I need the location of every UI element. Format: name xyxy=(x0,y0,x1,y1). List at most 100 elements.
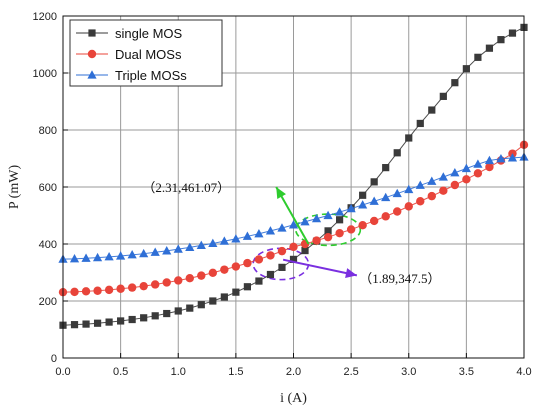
series-point xyxy=(162,278,171,287)
series-point xyxy=(243,258,252,268)
series-point xyxy=(369,196,379,205)
series-point xyxy=(508,29,517,37)
legend-marker xyxy=(87,49,97,59)
axis-ticks: 0.0 0.5 1.0 1.5 2.0 2.5 3.0 3.5 4.0 0 200 400 600 800… xyxy=(33,11,532,378)
series-point xyxy=(289,242,298,252)
series-point xyxy=(473,159,483,168)
series-point xyxy=(196,240,206,250)
series-point xyxy=(197,301,205,309)
plot-series xyxy=(58,23,529,329)
x-axis-title: i (A) xyxy=(280,391,307,406)
series-point xyxy=(93,319,102,327)
series-point xyxy=(197,271,206,280)
series-point xyxy=(127,250,137,259)
series-point xyxy=(323,232,333,242)
series-point xyxy=(127,283,137,292)
series-point xyxy=(81,253,91,262)
series-point xyxy=(105,318,113,326)
series-point xyxy=(220,265,229,274)
x-tick-label: 1.5 xyxy=(228,366,243,378)
series-point xyxy=(163,309,171,318)
series-point xyxy=(438,172,448,181)
series-point xyxy=(301,246,309,255)
grid xyxy=(62,15,525,359)
series-point xyxy=(416,119,424,128)
series-point xyxy=(497,36,505,44)
series-point xyxy=(450,167,460,177)
series-point xyxy=(265,226,276,235)
series-point xyxy=(346,225,356,234)
series-point xyxy=(405,134,413,142)
series-0 xyxy=(59,23,528,329)
series-point xyxy=(150,247,160,256)
series-point xyxy=(173,244,183,253)
series-point xyxy=(428,106,436,114)
series-point xyxy=(359,191,367,199)
series-point xyxy=(243,283,251,291)
series-point xyxy=(369,216,379,226)
series-point xyxy=(278,263,286,271)
series-point xyxy=(116,284,125,293)
series-point xyxy=(185,242,195,252)
series-point xyxy=(358,200,368,209)
series-point xyxy=(70,287,79,297)
series-point xyxy=(439,92,447,100)
series-point xyxy=(485,162,494,172)
series-point xyxy=(277,246,287,256)
series-point xyxy=(174,276,183,285)
series-point xyxy=(255,277,263,285)
x-tick-label: 0.0 xyxy=(55,366,70,378)
series-point xyxy=(336,216,344,224)
y-tick-label: 0 xyxy=(51,353,57,365)
series-point xyxy=(128,315,136,324)
series-point xyxy=(462,65,470,73)
series-2 xyxy=(58,152,529,263)
series-point xyxy=(151,280,160,289)
series-point xyxy=(219,236,229,245)
series-point xyxy=(370,178,378,186)
series-point xyxy=(382,164,390,172)
series-point xyxy=(507,153,518,162)
series-point xyxy=(393,149,401,157)
series-point xyxy=(82,320,90,328)
series-point xyxy=(312,236,321,245)
series-point xyxy=(496,153,506,163)
y-tick-label: 400 xyxy=(39,239,57,251)
series-point xyxy=(324,227,332,235)
series-point xyxy=(462,175,471,184)
series-point xyxy=(208,268,218,277)
series-point xyxy=(311,213,322,223)
series-point xyxy=(439,186,448,195)
series-point xyxy=(231,234,241,243)
series-point xyxy=(473,169,483,178)
series-point xyxy=(254,228,264,238)
legend-label: Dual MOSs xyxy=(115,47,182,62)
series-point xyxy=(461,163,471,173)
series-point xyxy=(174,307,182,315)
series-point xyxy=(254,255,264,264)
series-point xyxy=(266,270,275,279)
y-tick-label: 1200 xyxy=(33,11,57,23)
series-point xyxy=(209,297,217,305)
series-point xyxy=(392,188,402,198)
legend-label: Triple MOSs xyxy=(115,68,187,83)
x-tick-label: 0.5 xyxy=(113,366,128,378)
series-point xyxy=(335,228,344,238)
series-point xyxy=(427,191,436,201)
series-point xyxy=(140,314,148,322)
series-point xyxy=(139,248,149,258)
y-tick-label: 800 xyxy=(39,125,57,137)
y-tick-label: 1000 xyxy=(33,68,57,80)
annotation-label-green: （2.31,461.07） xyxy=(142,180,230,195)
series-point xyxy=(242,231,252,240)
annotation-arrow-purple xyxy=(282,258,358,277)
series-point xyxy=(427,176,437,185)
series-point xyxy=(116,251,126,260)
series-point xyxy=(162,246,172,255)
series-point xyxy=(104,252,114,261)
x-tick-label: 3.0 xyxy=(401,366,416,378)
series-point xyxy=(289,255,298,263)
series-point xyxy=(335,207,345,216)
series-point xyxy=(300,216,310,226)
